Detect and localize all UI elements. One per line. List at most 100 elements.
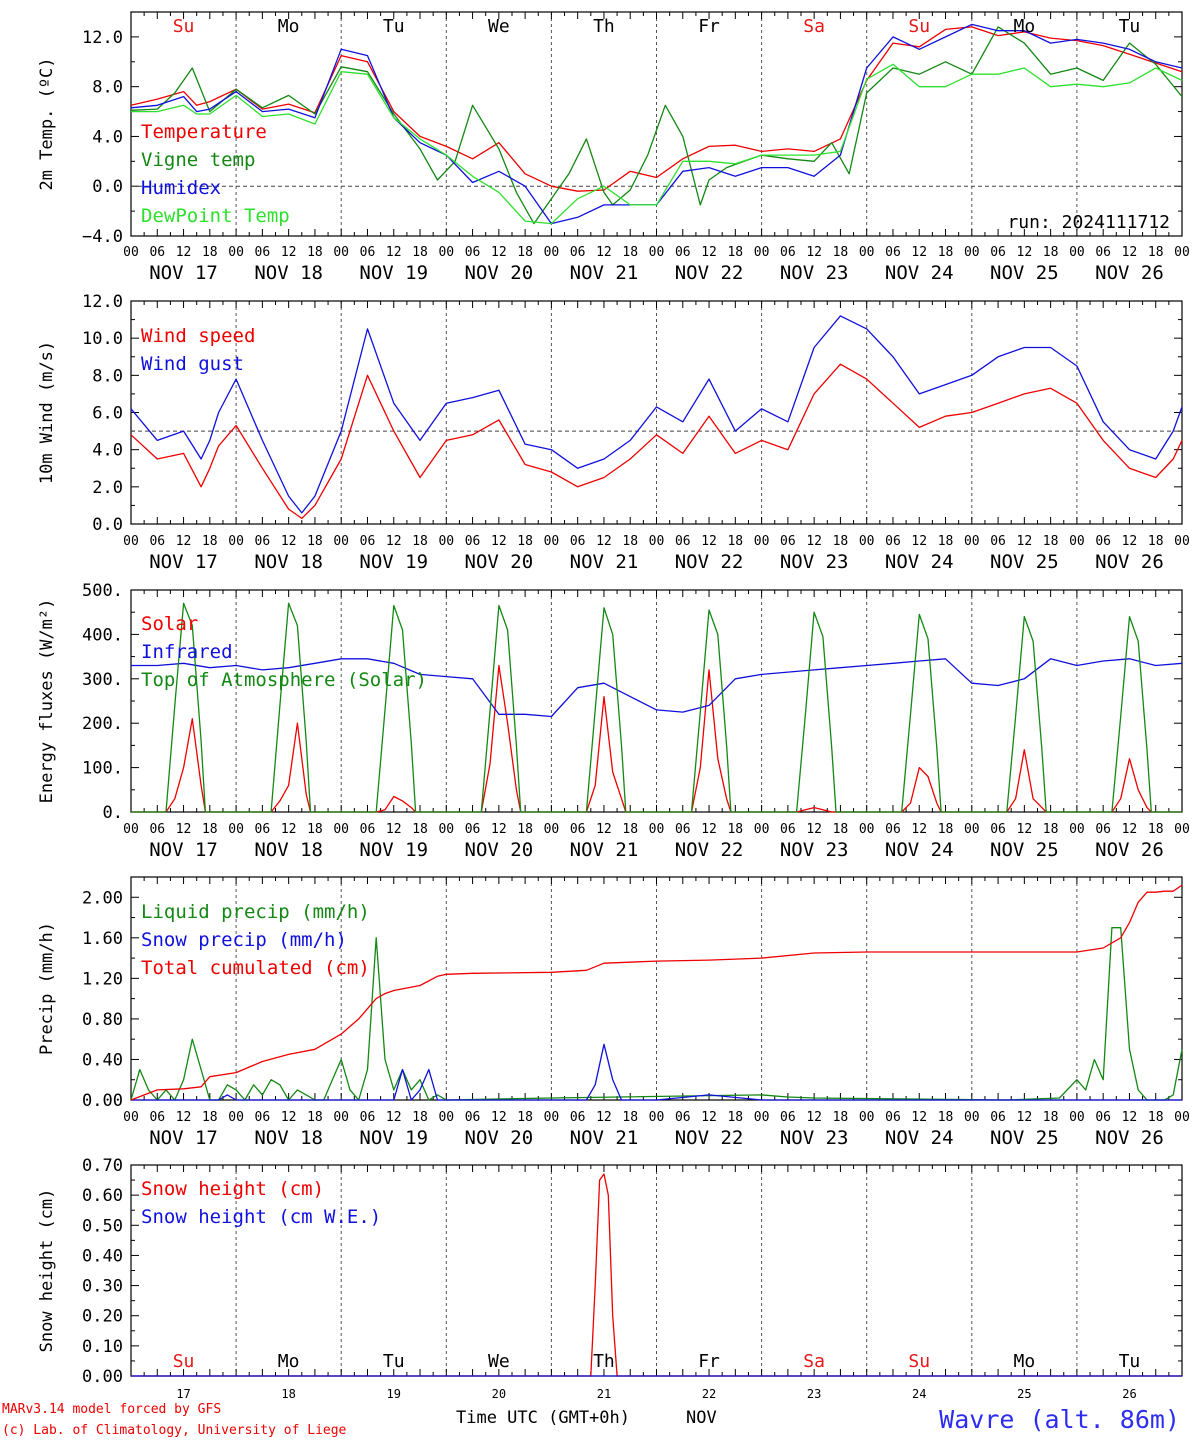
x-hour-label: 00: [754, 534, 770, 549]
x-date-label: NOV 21: [570, 839, 639, 861]
weekday-label: Mo: [1014, 1351, 1036, 1372]
panel-2: 0.0 2.0 4.0 6.0 8.0 10.0 12.0 10m Wind (m/s) Win…: [37, 292, 1190, 573]
x-hour-label: 12: [1122, 534, 1138, 549]
x-date-label: NOV 24: [885, 551, 954, 573]
x-axis-month: NOV: [686, 1408, 717, 1428]
x-hour-label: 12: [596, 534, 612, 549]
legend-entry: Wind speed: [141, 325, 255, 347]
series-line-temperature: [130, 26, 1183, 192]
series-line-snow-precip-mm-h-: [131, 1043, 1182, 1101]
weekday-label: Tu: [1119, 1351, 1141, 1372]
x-hour-label: 00: [964, 534, 980, 549]
x-date-label: NOV 26: [1095, 551, 1164, 573]
x-hour-label: 12: [491, 1110, 507, 1125]
x-hour-label: 18: [622, 534, 638, 549]
x-hour-label: 06: [255, 822, 271, 837]
y-tick-label: 0.00: [82, 1367, 123, 1387]
y-tick-label: 0.: [103, 803, 123, 823]
x-hour-label: 06: [780, 822, 796, 837]
x-hour-label: 06: [675, 1110, 691, 1125]
x-hour-label: 12: [281, 245, 297, 260]
x-hour-label: 18: [202, 1110, 218, 1125]
x-hour-label: 18: [938, 534, 954, 549]
legend-entry: Snow precip (mm/h): [141, 929, 347, 951]
x-hour-label: 18: [1043, 245, 1059, 260]
x-hour-label: 06: [780, 1110, 796, 1125]
weekday-label: Su: [908, 1351, 930, 1372]
x-hour-label: 06: [360, 1110, 376, 1125]
series-line-wind-speed: [130, 363, 1183, 520]
x-hour-label: 12: [806, 245, 822, 260]
x-hour-label: 06: [360, 245, 376, 260]
legend-entry: Liquid precip (mm/h): [141, 901, 370, 923]
x-hour-label: 06: [885, 245, 901, 260]
x-hour-label: 12: [911, 245, 927, 260]
x-hour-label: 18: [412, 534, 428, 549]
x-date-label: NOV 25: [990, 1127, 1059, 1149]
x-hour-label: 00: [859, 534, 875, 549]
panel-3: 0. 100. 200. 300. 400. 500. Energy fluxes (W/m…: [37, 581, 1190, 861]
weekday-label: Th: [593, 1351, 615, 1372]
x-hour-label: 00: [228, 1110, 244, 1125]
x-hour-label: 00: [544, 1110, 560, 1125]
station-name: Wavre (alt. 86m): [939, 1405, 1180, 1434]
weekday-label: Sa: [803, 16, 825, 37]
x-hour-label: 12: [596, 1110, 612, 1125]
x-date-label: NOV 21: [570, 1127, 639, 1149]
x-hour-label: 00: [649, 245, 665, 260]
x-date-label: NOV 24: [885, 1127, 954, 1149]
x-date-label: NOV 20: [465, 551, 534, 573]
x-hour-label: 18: [202, 245, 218, 260]
x-day-number: 23: [807, 1387, 821, 1401]
x-hour-label: 12: [596, 822, 612, 837]
x-date-label: NOV 17: [149, 262, 218, 284]
x-date-label: NOV 17: [149, 1127, 218, 1149]
x-hour-label: 00: [438, 1110, 454, 1125]
x-hour-label: 06: [570, 822, 586, 837]
footer-model-note: MARv3.14 model forced by GFS: [2, 1402, 221, 1417]
y-tick-label: 200.: [82, 714, 123, 734]
weekday-label: Mo: [278, 16, 300, 37]
x-hour-label: 06: [465, 245, 481, 260]
x-hour-label: 12: [281, 1110, 297, 1125]
y-tick-label: 0.30: [82, 1277, 123, 1297]
x-date-label: NOV 18: [254, 262, 323, 284]
x-hour-label: 00: [649, 534, 665, 549]
legend-entry: Vigne temp: [141, 149, 255, 171]
x-date-label: NOV 22: [675, 1127, 744, 1149]
x-hour-label: 12: [491, 245, 507, 260]
x-hour-label: 12: [386, 1110, 402, 1125]
x-hour-label: 18: [307, 1110, 323, 1125]
x-hour-label: 06: [990, 534, 1006, 549]
y-tick-label: 8.0: [92, 78, 123, 98]
x-hour-label: 18: [727, 534, 743, 549]
x-date-label: NOV 19: [359, 262, 428, 284]
x-hour-label: 18: [833, 822, 849, 837]
x-date-label: NOV 20: [465, 1127, 534, 1149]
x-hour-label: 00: [754, 245, 770, 260]
x-day-number: 25: [1017, 1387, 1031, 1401]
x-hour-label: 18: [412, 1110, 428, 1125]
y-tick-label: 4.0: [92, 441, 123, 461]
weekday-label: Fr: [698, 16, 720, 37]
x-hour-label: 18: [833, 534, 849, 549]
x-date-label: NOV 23: [780, 839, 849, 861]
x-date-label: NOV 18: [254, 839, 323, 861]
x-hour-label: 06: [990, 822, 1006, 837]
x-date-label: NOV 19: [359, 551, 428, 573]
weekday-label: Fr: [698, 1351, 720, 1372]
x-hour-label: 18: [727, 245, 743, 260]
weekday-label: Su: [908, 16, 930, 37]
x-hour-label: 18: [517, 534, 533, 549]
y-axis-label: Snow height (cm): [37, 1189, 57, 1353]
x-hour-label: 06: [149, 245, 165, 260]
x-hour-label: 12: [176, 822, 192, 837]
legend-entry: DewPoint Temp: [141, 205, 290, 227]
x-hour-label: 12: [701, 1110, 717, 1125]
legend-entry: Total cumulated (cm): [141, 957, 370, 979]
y-tick-label: 12.0: [82, 292, 123, 312]
x-date-label: NOV 21: [570, 262, 639, 284]
x-hour-label: 06: [255, 534, 271, 549]
weekday-label: Su: [173, 16, 195, 37]
